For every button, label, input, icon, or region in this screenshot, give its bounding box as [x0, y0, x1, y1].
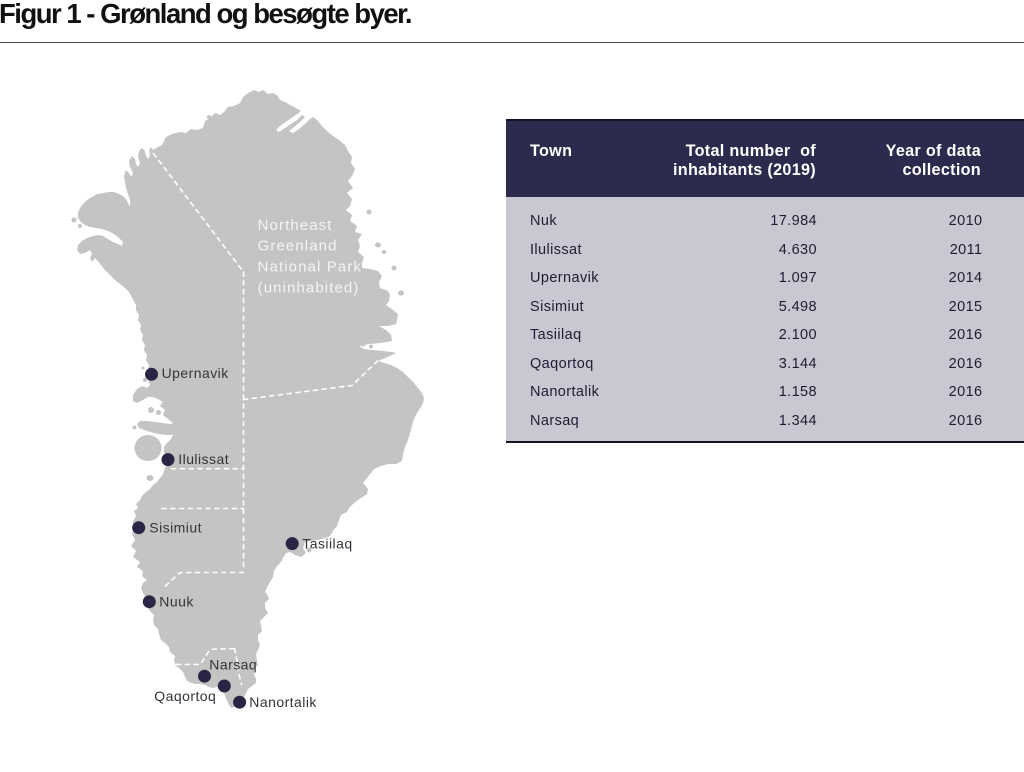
svg-text:National Park: National Park: [258, 259, 362, 276]
svg-text:Sisimiut: Sisimiut: [149, 519, 202, 535]
svg-text:(uninhabited): (uninhabited): [258, 279, 360, 296]
svg-text:Qaqortoq: Qaqortoq: [154, 688, 216, 704]
svg-text:Greenland: Greenland: [258, 238, 338, 255]
svg-text:Tasiilaq: Tasiilaq: [302, 536, 352, 552]
svg-text:Narsaq: Narsaq: [209, 656, 257, 672]
svg-text:Northeast: Northeast: [258, 217, 333, 234]
svg-text:Nanortalik: Nanortalik: [249, 694, 317, 710]
svg-text:Ilulissat: Ilulissat: [178, 451, 229, 467]
svg-text:Upernavik: Upernavik: [162, 365, 230, 381]
svg-text:Nuuk: Nuuk: [159, 593, 194, 609]
